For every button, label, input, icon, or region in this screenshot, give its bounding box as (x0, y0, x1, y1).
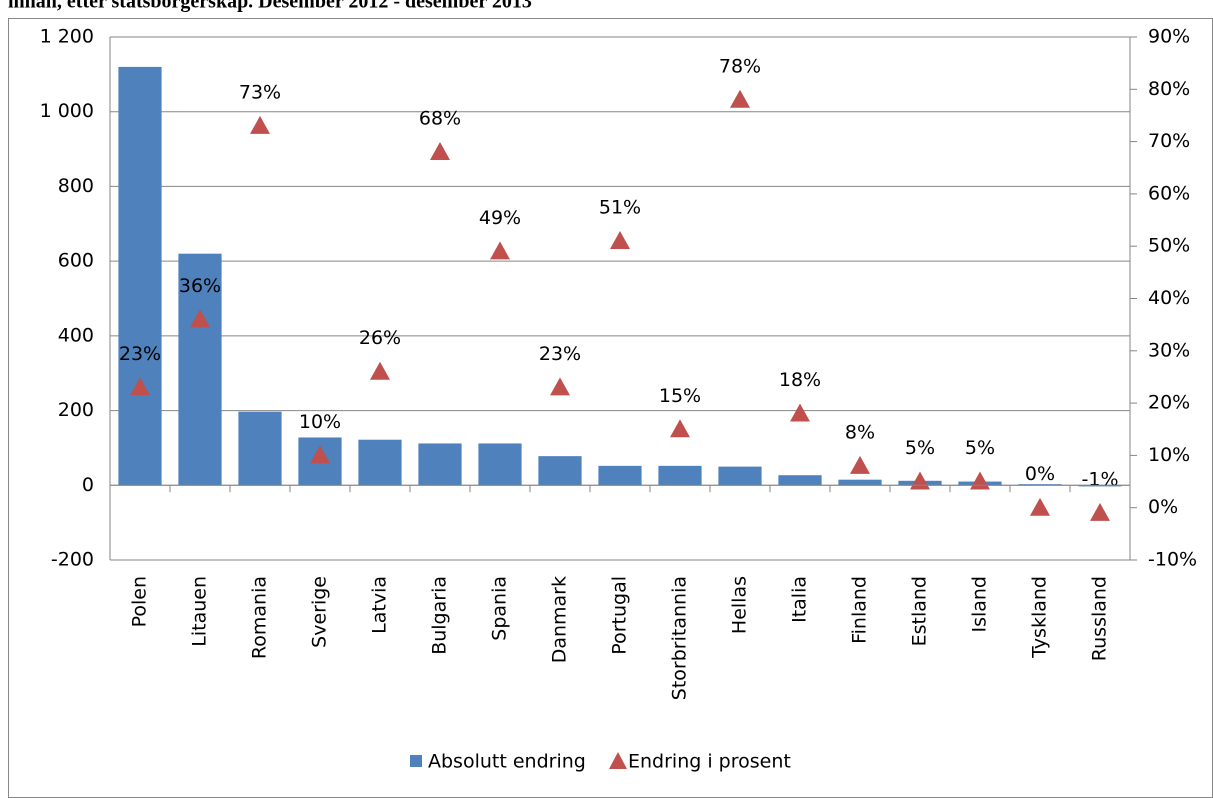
x-tick-label: Portugal (609, 576, 631, 655)
x-tick-label: Storbritannia (669, 576, 691, 700)
y-tick-label: 1 000 (40, 100, 94, 122)
x-tick-label: Island (969, 576, 991, 633)
y2-tick-label: 70% (1148, 130, 1190, 152)
y2-tick-label: 30% (1148, 339, 1190, 361)
data-label: 0% (1025, 463, 1055, 485)
y-tick-label: 800 (58, 175, 94, 197)
data-label: 5% (905, 437, 935, 459)
data-label: 15% (659, 385, 701, 407)
data-label: 49% (479, 207, 521, 229)
data-label: 51% (599, 196, 641, 218)
y2-tick-label: -10% (1148, 549, 1197, 571)
data-label: 5% (965, 437, 995, 459)
x-tick-label: Latvia (369, 576, 391, 634)
bar (658, 465, 702, 486)
bar (598, 465, 642, 486)
triangle-marker (190, 309, 210, 328)
triangle-marker (1090, 502, 1110, 521)
x-tick-label: Bulgaria (429, 576, 451, 655)
bar (178, 253, 222, 486)
y2-tick-label: 90% (1148, 26, 1190, 48)
y-tick-label: 0 (82, 474, 94, 496)
x-tick-label: Litauen (189, 576, 211, 647)
x-tick-label: Sverige (309, 576, 331, 648)
triangle-marker (790, 403, 810, 422)
bar (778, 475, 822, 486)
legend-label: Endring i prosent (628, 751, 791, 773)
y2-tick-label: 0% (1148, 496, 1178, 518)
data-label: 23% (119, 343, 161, 365)
bar (538, 456, 582, 486)
data-label: 36% (179, 275, 221, 297)
triangle-marker (310, 445, 330, 464)
data-label: 10% (299, 411, 341, 433)
data-label: 78% (719, 55, 761, 77)
x-tick-label: Romania (249, 576, 271, 659)
bar (1078, 485, 1122, 487)
x-tick-label: Tyskland (1029, 576, 1051, 659)
y-tick-label: 200 (58, 399, 94, 421)
x-tick-label: Estland (909, 576, 931, 646)
bar (118, 66, 162, 486)
bar (238, 411, 282, 486)
bar (838, 479, 882, 486)
x-tick-label: Italia (789, 576, 811, 623)
legend-swatch (609, 752, 627, 769)
triangle-marker (730, 89, 750, 108)
data-label: 26% (359, 327, 401, 349)
data-label: 18% (779, 369, 821, 391)
y2-tick-label: 40% (1148, 287, 1190, 309)
triangle-marker (370, 361, 390, 380)
triangle-marker (550, 377, 570, 396)
triangle-marker (430, 142, 450, 161)
y2-tick-label: 10% (1148, 444, 1190, 466)
triangle-marker (610, 230, 630, 249)
triangle-marker (670, 419, 690, 438)
data-label: 8% (845, 421, 875, 443)
y2-tick-label: 80% (1148, 78, 1190, 100)
bar (478, 443, 522, 486)
data-label: 23% (539, 343, 581, 365)
y-tick-label: 1 200 (40, 26, 94, 48)
y-tick-label: 600 (58, 250, 94, 272)
x-tick-label: Hellas (729, 576, 751, 634)
x-tick-label: Russland (1089, 576, 1111, 661)
triangle-marker (130, 377, 150, 396)
data-label: 68% (419, 108, 461, 130)
bar (1018, 484, 1062, 486)
x-tick-label: Danmark (549, 576, 571, 663)
legend-label: Absolutt endring (428, 751, 586, 773)
y2-tick-label: 20% (1148, 392, 1190, 414)
y-tick-label: 400 (58, 324, 94, 346)
data-label: -1% (1082, 468, 1119, 490)
y2-tick-label: 60% (1148, 182, 1190, 204)
y-tick-label: -200 (51, 549, 94, 571)
chart-title: innan, etter statsborgerskap. Desember 2… (8, 0, 532, 13)
triangle-marker (1030, 497, 1050, 516)
bar (718, 466, 762, 486)
legend-swatch (410, 755, 422, 767)
triangle-marker (850, 455, 870, 474)
bar (358, 439, 402, 486)
x-tick-label: Spania (489, 576, 511, 641)
x-tick-label: Polen (129, 576, 151, 627)
y2-tick-label: 50% (1148, 235, 1190, 257)
data-label: 73% (239, 81, 281, 103)
bar (418, 443, 462, 486)
triangle-marker (490, 241, 510, 260)
triangle-marker (250, 115, 270, 134)
x-tick-label: Finland (849, 576, 871, 644)
